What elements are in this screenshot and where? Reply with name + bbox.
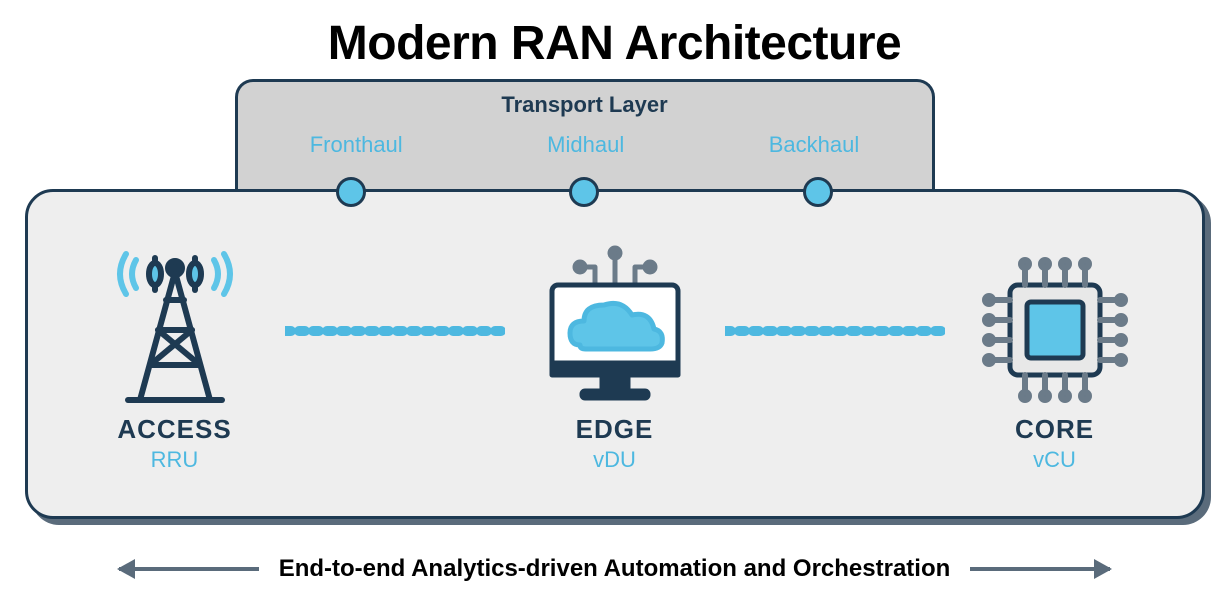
transport-labels: Fronthaul Midhaul Backhaul bbox=[238, 132, 932, 158]
page-title: Modern RAN Architecture bbox=[0, 0, 1229, 71]
node-core-sub: vCU bbox=[955, 447, 1155, 473]
arrow-right-icon bbox=[970, 567, 1110, 571]
nodes-row: ACCESS RRU bbox=[25, 201, 1205, 521]
circle-midhaul bbox=[569, 177, 599, 207]
node-access-label: ACCESS bbox=[75, 414, 275, 445]
transport-label-backhaul: Backhaul bbox=[769, 132, 860, 158]
node-edge-sub: vDU bbox=[515, 447, 715, 473]
node-core-label: CORE bbox=[955, 414, 1155, 445]
monitor-cloud-icon bbox=[515, 250, 715, 410]
transport-title: Transport Layer bbox=[238, 92, 932, 118]
connector-access-edge bbox=[285, 323, 505, 339]
transport-circles bbox=[235, 177, 935, 207]
node-access-sub: RRU bbox=[75, 447, 275, 473]
circle-fronthaul bbox=[336, 177, 366, 207]
tower-icon bbox=[75, 250, 275, 410]
footer-text: End-to-end Analytics-driven Automation a… bbox=[279, 555, 951, 583]
footer: End-to-end Analytics-driven Automation a… bbox=[40, 555, 1189, 583]
arrow-left-icon bbox=[119, 567, 259, 571]
circle-backhaul bbox=[803, 177, 833, 207]
node-core: CORE vCU bbox=[955, 250, 1155, 473]
connector-edge-core bbox=[725, 323, 945, 339]
node-access: ACCESS RRU bbox=[75, 250, 275, 473]
chip-icon bbox=[955, 250, 1155, 410]
transport-label-fronthaul: Fronthaul bbox=[310, 132, 403, 158]
node-edge: EDGE vDU bbox=[515, 250, 715, 473]
transport-label-midhaul: Midhaul bbox=[547, 132, 624, 158]
node-edge-label: EDGE bbox=[515, 414, 715, 445]
